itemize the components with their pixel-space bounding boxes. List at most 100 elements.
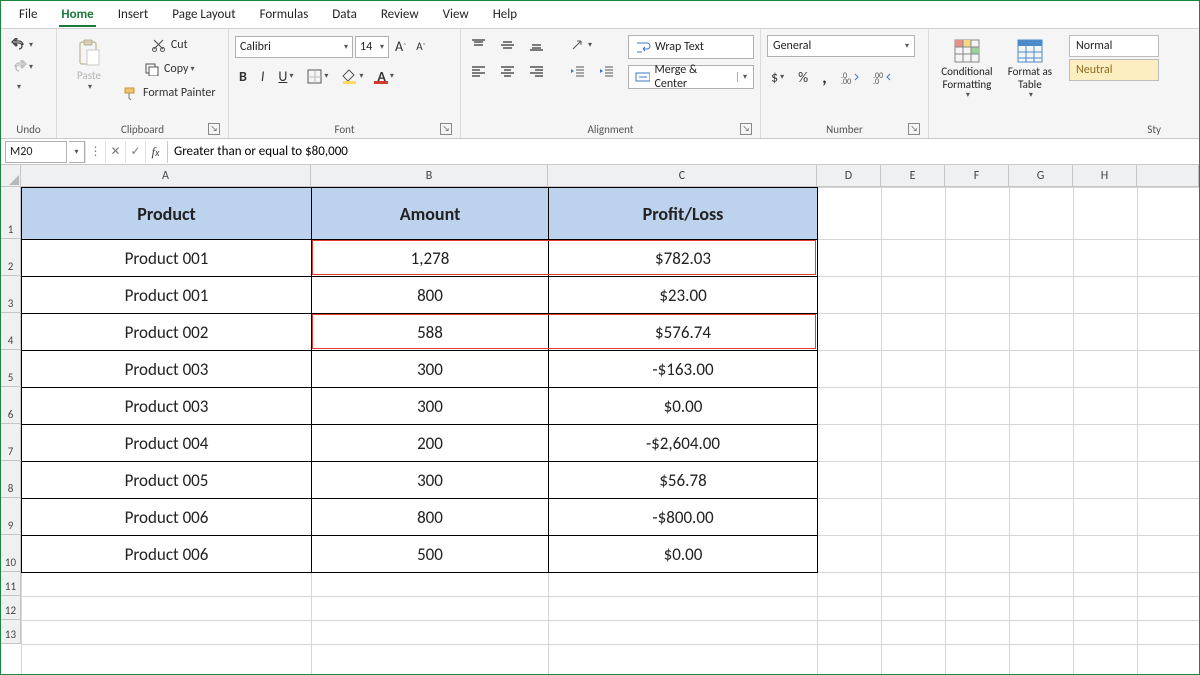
decrease-decimal-button[interactable]: .00.0 (869, 67, 895, 87)
align-middle-button[interactable] (496, 35, 519, 55)
table-cell[interactable]: 588 (311, 313, 549, 351)
row-header[interactable]: 8 (1, 461, 21, 498)
align-bottom-button[interactable] (525, 35, 548, 55)
table-cell[interactable]: 300 (311, 387, 549, 425)
enter-formula-button[interactable]: ✓ (125, 141, 145, 163)
menu-item-file[interactable]: File (9, 3, 47, 26)
table-cell[interactable]: 800 (311, 276, 549, 314)
paste-button[interactable]: Paste ▾ (63, 33, 115, 111)
italic-button[interactable]: I (257, 65, 269, 88)
row-header[interactable]: 11 (1, 572, 21, 596)
table-cell[interactable]: $576.74 (548, 313, 818, 351)
borders-button[interactable]: ▾ (303, 66, 332, 87)
table-cell[interactable]: Product 003 (21, 350, 312, 388)
number-format-combo[interactable]: General ▾ (767, 35, 915, 57)
table-cell[interactable]: -$2,604.00 (548, 424, 818, 462)
number-dialog-launcher[interactable]: ↘ (908, 123, 920, 135)
table-cell[interactable]: Product 002 (21, 313, 312, 351)
menu-item-review[interactable]: Review (371, 3, 429, 26)
table-cell[interactable]: Product 006 (21, 535, 312, 573)
formula-input[interactable] (167, 141, 1199, 163)
table-cell[interactable]: Product 001 (21, 276, 312, 314)
name-box[interactable]: M20 (5, 141, 67, 163)
row-header[interactable]: 7 (1, 424, 21, 461)
table-cell[interactable]: Product 001 (21, 239, 312, 277)
row-header[interactable]: 12 (1, 596, 21, 620)
decrease-indent-button[interactable] (566, 61, 589, 81)
column-header[interactable]: E (881, 165, 945, 187)
increase-font-button[interactable]: Aˆ (391, 35, 410, 58)
font-dialog-launcher[interactable]: ↘ (440, 123, 452, 135)
column-header[interactable]: C (548, 165, 817, 187)
table-cell[interactable]: Product 003 (21, 387, 312, 425)
align-center-button[interactable] (496, 61, 519, 81)
style-normal[interactable]: Normal (1069, 35, 1159, 57)
menu-item-view[interactable]: View (433, 3, 479, 26)
table-header-cell[interactable]: Product (21, 187, 312, 240)
increase-indent-button[interactable] (595, 61, 618, 81)
row-header[interactable]: 9 (1, 498, 21, 535)
bold-button[interactable]: B (235, 65, 251, 88)
row-header[interactable]: 2 (1, 239, 21, 276)
menu-item-formulas[interactable]: Formulas (250, 3, 319, 26)
percent-button[interactable]: % (794, 66, 812, 89)
undo-more-button[interactable]: ▾ (7, 79, 29, 95)
style-neutral[interactable]: Neutral (1069, 59, 1159, 81)
formula-menu-button[interactable]: ⋮ (85, 141, 105, 163)
wrap-text-button[interactable]: Wrap Text (628, 35, 754, 59)
table-cell[interactable]: $23.00 (548, 276, 818, 314)
menu-item-insert[interactable]: Insert (108, 3, 159, 26)
table-cell[interactable]: 200 (311, 424, 549, 462)
redo-button[interactable]: ▾ (7, 57, 37, 77)
cancel-formula-button[interactable]: ✕ (105, 141, 125, 163)
alignment-dialog-launcher[interactable]: ↘ (740, 123, 752, 135)
cut-button[interactable]: Cut (119, 35, 220, 55)
table-cell[interactable]: 1,278 (311, 239, 549, 277)
format-painter-button[interactable]: Format Painter (119, 83, 220, 103)
merge-center-button[interactable]: Merge & Center ▾ (628, 65, 754, 89)
table-header-cell[interactable]: Amount (311, 187, 549, 240)
increase-decimal-button[interactable]: .0.00 (837, 67, 863, 87)
select-all-corner[interactable] (1, 165, 21, 187)
table-cell[interactable]: 300 (311, 461, 549, 499)
clipboard-dialog-launcher[interactable]: ↘ (208, 123, 220, 135)
table-cell[interactable]: $782.03 (548, 239, 818, 277)
menu-item-help[interactable]: Help (483, 3, 527, 26)
row-header[interactable]: 13 (1, 620, 21, 644)
fill-color-button[interactable]: ▾ (338, 66, 367, 87)
undo-button[interactable]: ▾ (7, 35, 37, 55)
row-header[interactable]: 3 (1, 276, 21, 313)
table-cell[interactable]: -$800.00 (548, 498, 818, 536)
currency-button[interactable]: $▾ (767, 66, 788, 89)
menu-item-data[interactable]: Data (322, 3, 367, 26)
column-header[interactable]: H (1073, 165, 1137, 187)
row-header[interactable]: 4 (1, 313, 21, 350)
column-header[interactable]: G (1009, 165, 1073, 187)
row-header[interactable]: 1 (1, 187, 21, 239)
row-header[interactable]: 6 (1, 387, 21, 424)
font-color-button[interactable]: A ▾ (373, 64, 398, 88)
column-header[interactable]: B (311, 165, 548, 187)
align-top-button[interactable] (467, 35, 490, 55)
format-as-table-button[interactable]: Format as Table ▾ (1003, 33, 1057, 111)
underline-button[interactable]: U▾ (274, 65, 297, 88)
font-name-combo[interactable]: Calibri ▾ (235, 36, 353, 58)
table-cell[interactable]: 300 (311, 350, 549, 388)
menu-item-page-layout[interactable]: Page Layout (162, 3, 245, 26)
table-cell[interactable]: 800 (311, 498, 549, 536)
column-header[interactable]: D (817, 165, 881, 187)
conditional-formatting-button[interactable]: Conditional Formatting ▾ (935, 33, 999, 111)
copy-button[interactable]: Copy ▾ (119, 59, 220, 79)
column-header[interactable]: F (945, 165, 1009, 187)
align-right-button[interactable] (525, 61, 548, 81)
table-header-cell[interactable]: Profit/Loss (548, 187, 818, 240)
table-cell[interactable]: Product 004 (21, 424, 312, 462)
insert-function-button[interactable]: fx (145, 141, 165, 163)
decrease-font-button[interactable]: Aˇ (412, 37, 430, 56)
row-header[interactable]: 10 (1, 535, 21, 572)
menu-item-home[interactable]: Home (51, 3, 103, 26)
table-cell[interactable]: 500 (311, 535, 549, 573)
font-size-combo[interactable]: 14 ▾ (355, 36, 389, 58)
align-left-button[interactable] (467, 61, 490, 81)
table-cell[interactable]: -$163.00 (548, 350, 818, 388)
